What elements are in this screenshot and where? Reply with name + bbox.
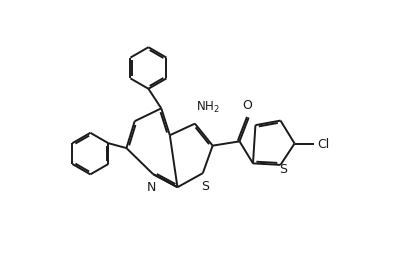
Text: NH$_2$: NH$_2$: [197, 100, 220, 115]
Text: S: S: [201, 180, 209, 193]
Text: Cl: Cl: [317, 138, 330, 151]
Text: S: S: [279, 163, 287, 176]
Text: O: O: [242, 99, 252, 112]
Text: N: N: [147, 181, 156, 194]
